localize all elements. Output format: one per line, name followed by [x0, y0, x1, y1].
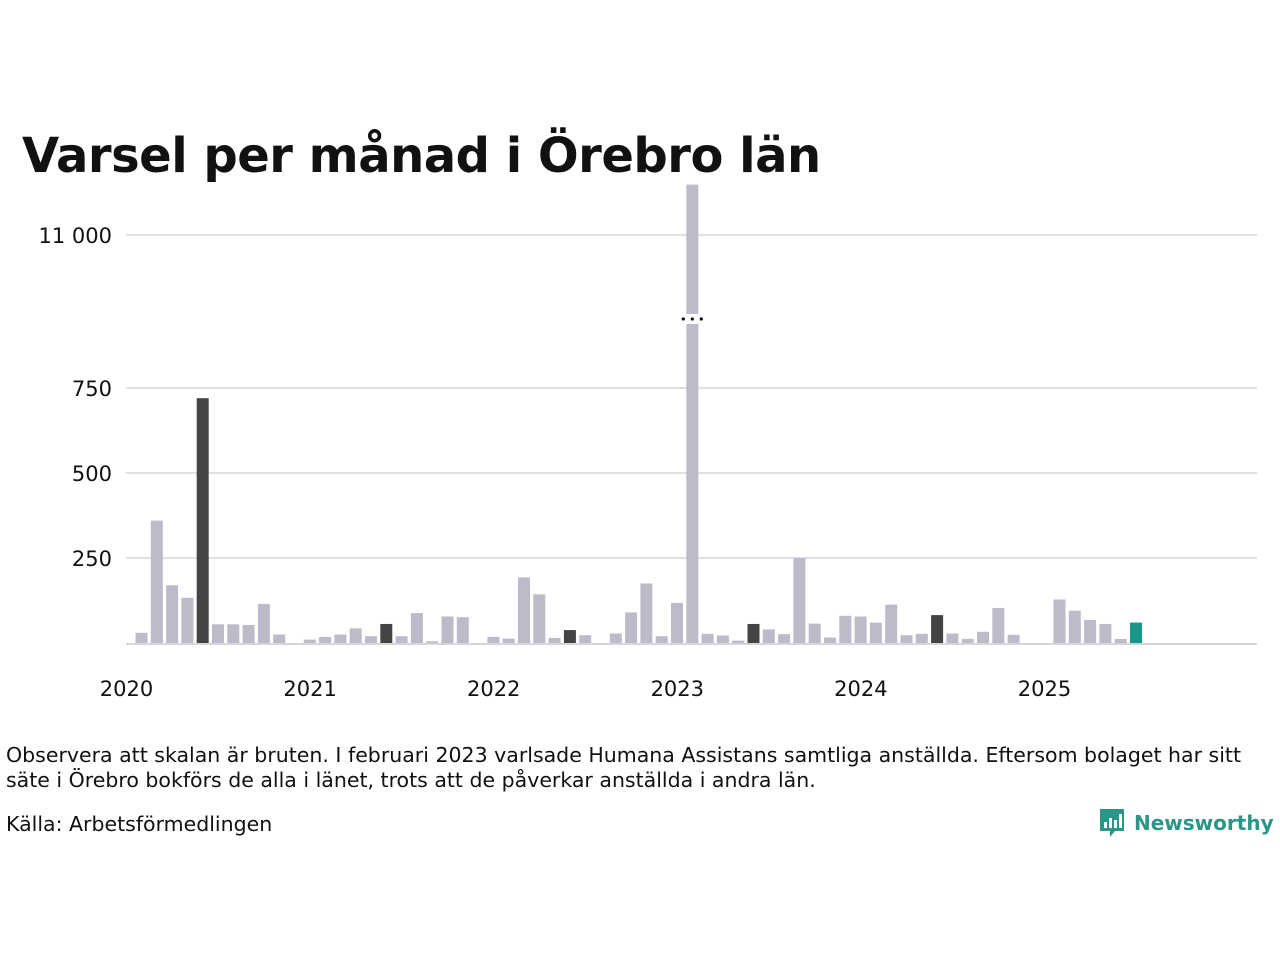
- x-axis-labels: 2020 2021 2022 2023 2024 2025: [100, 677, 1071, 701]
- x-tick-label: 2021: [283, 677, 336, 701]
- y-tick-label: 250: [72, 547, 112, 571]
- bar: [181, 597, 194, 643]
- x-tick-label: 2020: [100, 677, 153, 701]
- bar: [701, 633, 714, 643]
- x-tick-label: 2022: [467, 677, 520, 701]
- bar: [609, 633, 622, 643]
- chart-title: Varsel per månad i Örebro län: [22, 128, 821, 184]
- bar: [1084, 619, 1097, 643]
- bar: [196, 398, 209, 643]
- chart-note: Observera att skalan är bruten. I februa…: [6, 743, 1241, 792]
- bar: [456, 617, 469, 643]
- bar: [747, 623, 760, 643]
- bar: [273, 634, 286, 643]
- bar: [1053, 599, 1066, 643]
- axis-break-marker: [678, 314, 707, 324]
- bar: [625, 612, 638, 643]
- bar: [1099, 623, 1112, 643]
- bar: [716, 635, 729, 643]
- bar: [502, 638, 515, 643]
- bar: [441, 616, 454, 643]
- x-tick-label: 2024: [834, 677, 887, 701]
- bar: [686, 184, 699, 643]
- bar: [349, 628, 362, 643]
- bar: [915, 633, 928, 643]
- bar: [579, 635, 592, 643]
- bar: [487, 636, 500, 643]
- bar: [640, 583, 653, 643]
- bar: [319, 636, 332, 643]
- bar: [410, 613, 423, 643]
- bar: [533, 594, 546, 643]
- axis-break-dot: [690, 317, 694, 321]
- bar: [548, 637, 561, 643]
- bar: [135, 632, 148, 643]
- bar: [992, 607, 1005, 643]
- bar: [931, 615, 944, 643]
- bar: [854, 616, 867, 643]
- bar: [518, 577, 530, 643]
- bar: [212, 624, 224, 643]
- bar: [303, 639, 316, 643]
- bar: [1130, 622, 1142, 643]
- bar: [793, 558, 806, 643]
- bar: [166, 585, 179, 643]
- bar: [563, 630, 576, 643]
- bar: [762, 629, 775, 643]
- axis-break-dot: [681, 317, 685, 321]
- bar: [1114, 638, 1127, 643]
- bar: [334, 634, 347, 643]
- bar: [946, 633, 959, 643]
- bar: [671, 602, 683, 643]
- bar: [380, 623, 393, 643]
- y-axis-labels: 250 500 750 11 000: [39, 224, 112, 571]
- bar: [426, 641, 439, 643]
- bar: [227, 624, 240, 643]
- bar: [778, 634, 791, 643]
- bar: [808, 623, 821, 643]
- bar: [1007, 634, 1020, 643]
- bar: [257, 603, 270, 643]
- bar: [824, 637, 836, 643]
- y-tick-label: 500: [72, 462, 112, 486]
- bar: [150, 520, 163, 643]
- bar-chart: 250 500 750 11 000 2020 2021 2022 2023 2024 2025: [39, 184, 1257, 701]
- newsworthy-logo-icon: [1100, 809, 1124, 837]
- brand-name: Newsworthy: [1134, 811, 1274, 835]
- bar: [839, 615, 852, 643]
- bar: [732, 640, 745, 643]
- y-tick-label: 11 000: [39, 224, 112, 248]
- newsworthy-logo[interactable]: Newsworthy: [1098, 807, 1274, 839]
- bar: [1068, 610, 1081, 643]
- bar: [365, 636, 377, 643]
- bar: [395, 636, 408, 643]
- bar: [961, 638, 974, 643]
- bar: [885, 604, 898, 643]
- bar: [900, 635, 913, 643]
- bar: [242, 624, 255, 643]
- bar: [655, 636, 668, 643]
- bar: [977, 631, 989, 643]
- y-tick-label: 750: [72, 377, 112, 401]
- x-tick-label: 2023: [651, 677, 704, 701]
- bar: [869, 622, 882, 643]
- bars: [135, 184, 1142, 643]
- source-credit: Källa: Arbetsförmedlingen: [6, 812, 273, 836]
- x-tick-label: 2025: [1018, 677, 1071, 701]
- axis-break-dot: [699, 317, 703, 321]
